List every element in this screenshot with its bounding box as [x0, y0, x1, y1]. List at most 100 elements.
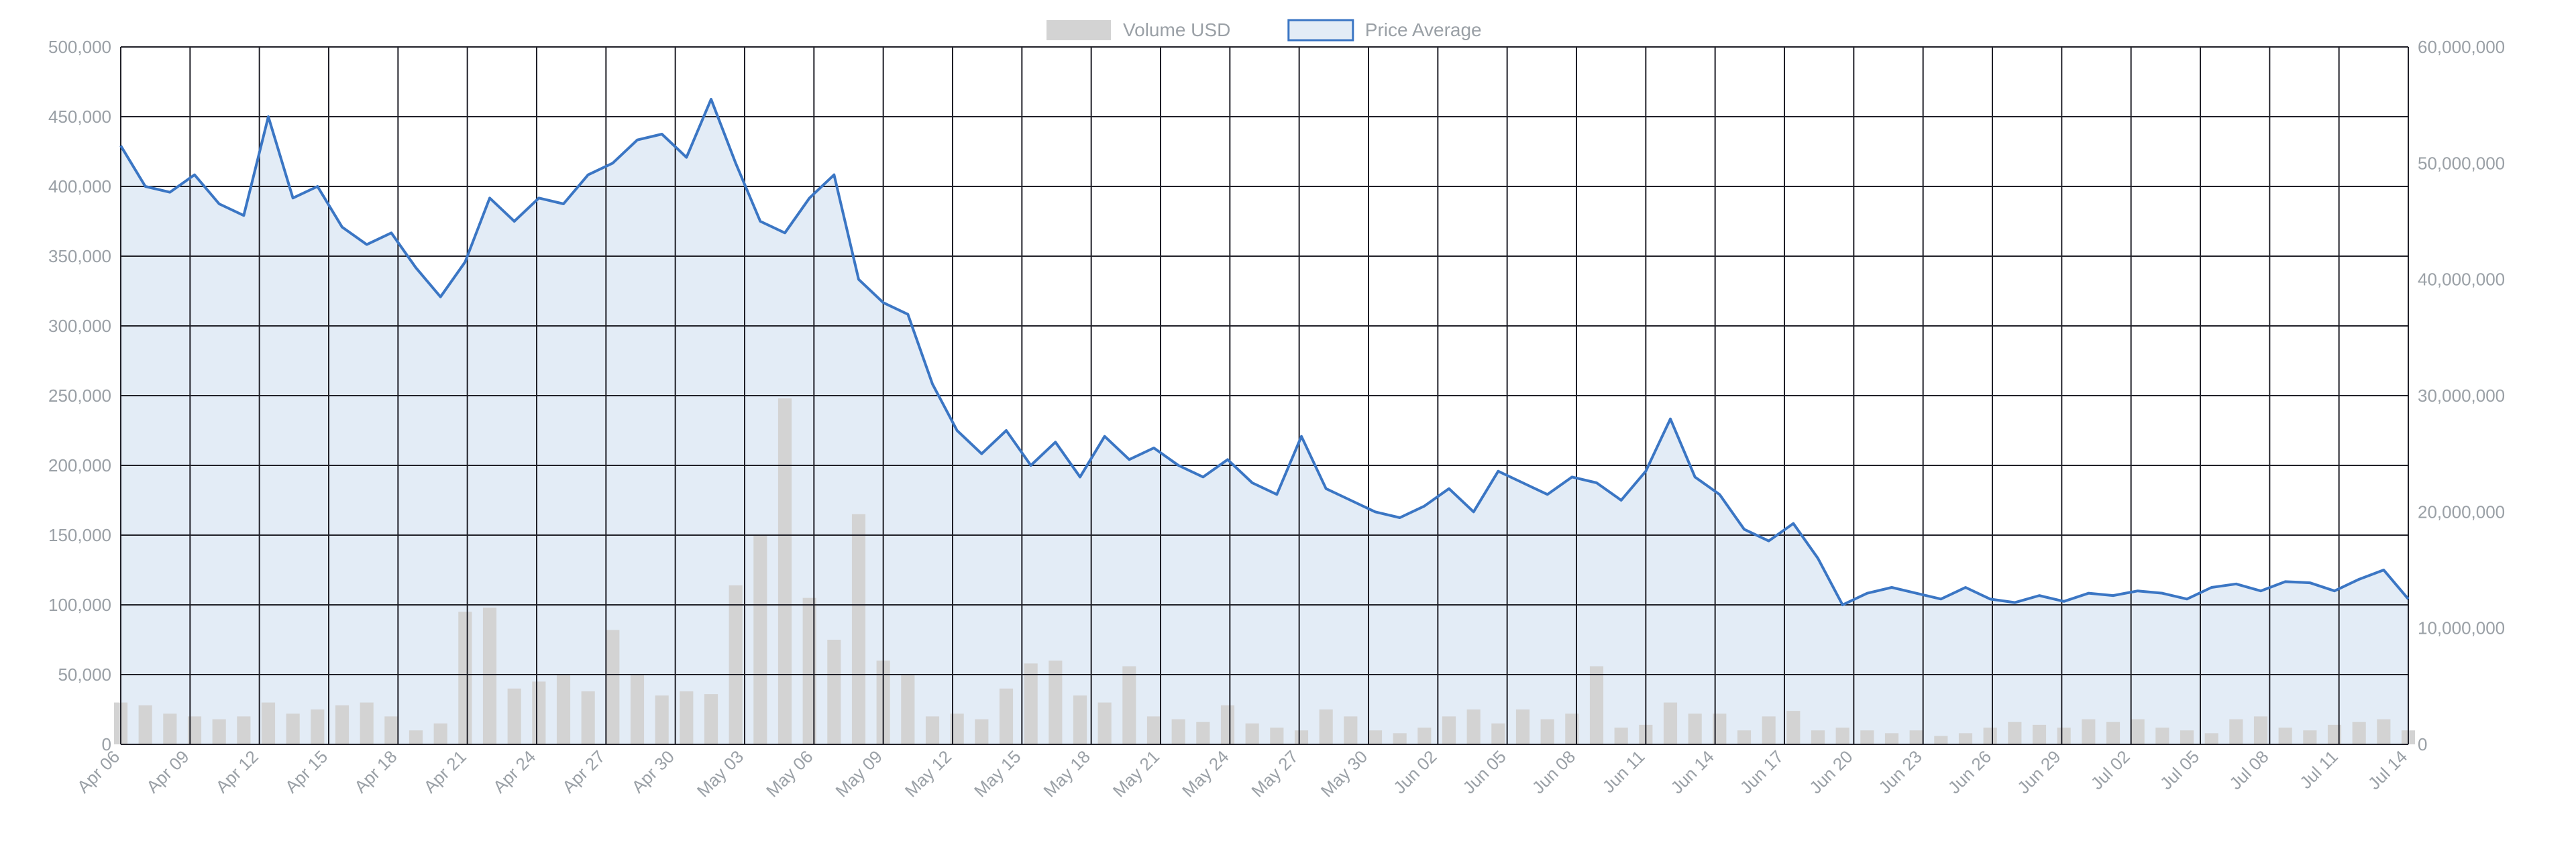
legend: Volume USD Price Average: [1046, 19, 1482, 40]
legend-swatch-price: [1289, 20, 1353, 40]
x-axis-label: Apr 21: [420, 746, 470, 797]
volume-bar: [2106, 722, 2120, 744]
volume-bar: [1590, 667, 1603, 744]
volume-bar: [1270, 728, 1283, 744]
volume-bar: [458, 612, 472, 744]
x-axis-label: Jun 29: [2013, 746, 2064, 797]
volume-bar: [213, 720, 226, 744]
volume-bar: [1910, 730, 1923, 744]
volume-bar: [2205, 733, 2218, 744]
y-axis-right: 010,000,00020,000,00030,000,00040,000,00…: [2418, 37, 2505, 754]
y-axis-right-label: 20,000,000: [2418, 502, 2505, 522]
volume-bar: [1196, 722, 1210, 744]
volume-bar: [2303, 730, 2316, 744]
volume-bar: [827, 640, 841, 744]
y-axis-right-label: 60,000,000: [2418, 37, 2505, 57]
volume-bar: [1885, 733, 1898, 744]
volume-bar: [1467, 709, 1481, 744]
volume-bar: [483, 608, 496, 744]
volume-bar: [655, 695, 669, 744]
volume-bar: [2155, 728, 2169, 744]
y-axis-left-label: 250,000: [48, 386, 111, 406]
x-axis-label: Jun 23: [1874, 746, 1925, 797]
x-axis-label: Apr 06: [73, 746, 123, 797]
volume-bar: [532, 681, 545, 744]
volume-bar: [1737, 730, 1751, 744]
x-axis-label: Jun 17: [1736, 746, 1787, 797]
chart-container: 050,000100,000150,000200,000250,000300,0…: [0, 0, 2576, 857]
volume-bar: [1172, 720, 1185, 744]
y-axis-right-label: 10,000,000: [2418, 618, 2505, 638]
y-axis-left-label: 350,000: [48, 246, 111, 266]
x-axis-label: Jul 14: [2364, 746, 2411, 793]
x-axis-label: May 12: [901, 746, 956, 801]
x-axis-label: Apr 15: [281, 746, 331, 797]
volume-bar: [1491, 724, 1505, 744]
x-axis-label: Apr 18: [350, 746, 400, 797]
volume-bar: [2254, 716, 2267, 744]
volume-bar: [680, 691, 693, 744]
x-axis-label: May 24: [1178, 746, 1233, 801]
legend-label-price: Price Average: [1365, 19, 1482, 40]
volume-bar: [1541, 720, 1554, 744]
volume-bar: [508, 689, 521, 744]
volume-bar: [2082, 720, 2095, 744]
volume-bar: [1000, 689, 1013, 744]
volume-bar: [139, 705, 152, 744]
x-axis-label: Jun 08: [1528, 746, 1579, 797]
x-axis-label: Jul 05: [2156, 746, 2203, 793]
volume-bar: [1836, 728, 1849, 744]
volume-bar: [335, 705, 349, 744]
x-axis-label: May 30: [1317, 746, 1372, 801]
y-axis-left-label: 300,000: [48, 316, 111, 336]
volume-bar: [384, 716, 398, 744]
y-axis-right-label: 30,000,000: [2418, 386, 2505, 406]
x-axis-label: May 27: [1247, 746, 1302, 801]
volume-bar: [2377, 720, 2390, 744]
volume-bar: [237, 716, 250, 744]
volume-bar: [557, 675, 570, 744]
volume-bar: [631, 675, 644, 744]
volume-bar: [2131, 720, 2145, 744]
volume-bar: [1049, 661, 1062, 744]
volume-bar: [2279, 728, 2292, 744]
x-axis-label: Jun 14: [1666, 746, 1717, 797]
volume-bar: [926, 716, 939, 744]
volume-bar: [1688, 713, 1702, 744]
volume-bar: [852, 514, 865, 744]
x-axis-label: Jun 20: [1805, 746, 1856, 797]
volume-bar: [1295, 730, 1308, 744]
volume-bar: [1147, 716, 1161, 744]
volume-bar: [1246, 724, 1259, 744]
volume-bar: [1417, 728, 1431, 744]
x-axis-label: May 03: [693, 746, 748, 801]
x-axis: Apr 06Apr 09Apr 12Apr 15Apr 18Apr 21Apr …: [73, 746, 2411, 801]
x-axis-label: Jun 26: [1944, 746, 1995, 797]
volume-bar: [1664, 703, 1677, 744]
y-axis-right-label: 0: [2418, 734, 2427, 754]
y-axis-left-label: 450,000: [48, 107, 111, 127]
x-axis-label: Apr 12: [212, 746, 262, 797]
volume-bar: [901, 675, 914, 744]
volume-bar: [1860, 730, 1874, 744]
volume-bar: [163, 713, 176, 744]
volume-bar: [975, 720, 988, 744]
volume-bar: [2180, 730, 2194, 744]
y-axis-left-label: 400,000: [48, 176, 111, 196]
x-axis-label: Jul 08: [2225, 746, 2272, 793]
volume-bar: [1024, 663, 1038, 744]
volume-bar: [409, 730, 423, 744]
volume-bar: [1442, 716, 1456, 744]
volume-bar: [1122, 667, 1136, 744]
y-axis-left-label: 500,000: [48, 37, 111, 57]
x-axis-label: May 15: [970, 746, 1025, 801]
volume-bar: [1786, 711, 1800, 744]
legend-label-volume: Volume USD: [1123, 19, 1230, 40]
volume-bar: [2353, 722, 2366, 744]
combo-chart: 050,000100,000150,000200,000250,000300,0…: [0, 0, 2576, 857]
volume-bar: [2033, 725, 2046, 744]
x-axis-label: Jul 02: [2087, 746, 2134, 793]
legend-swatch-volume: [1046, 20, 1111, 40]
volume-bar: [360, 703, 374, 744]
volume-bar: [1098, 703, 1112, 744]
